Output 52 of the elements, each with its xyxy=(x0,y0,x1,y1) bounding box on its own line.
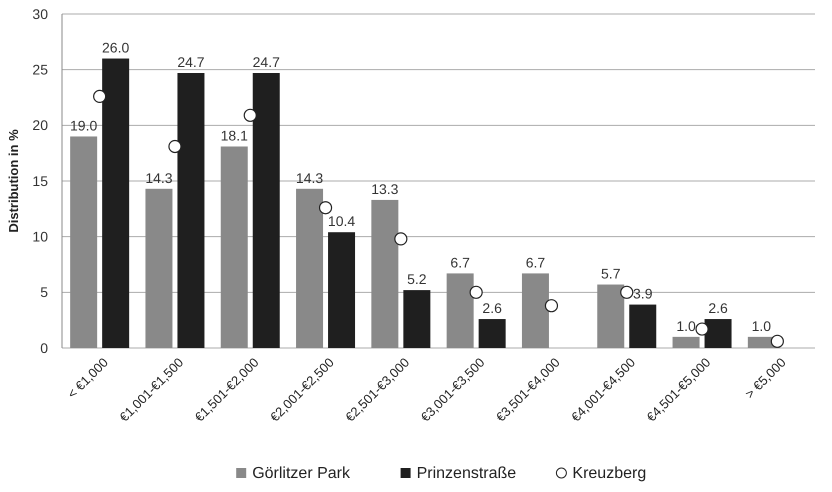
bar xyxy=(371,200,398,348)
bar xyxy=(296,188,324,348)
bar xyxy=(220,146,248,348)
data-label: 10.4 xyxy=(328,213,356,230)
data-label: 2.6 xyxy=(708,300,728,316)
legend-label: Prinzenstraße xyxy=(416,465,516,482)
data-label: 5.2 xyxy=(407,271,427,288)
point xyxy=(470,286,483,299)
legend-label: Kreuzberg xyxy=(572,465,646,482)
point xyxy=(770,334,784,348)
point xyxy=(244,108,257,122)
data-label: 14.3 xyxy=(296,170,324,186)
point xyxy=(168,140,182,154)
bar xyxy=(328,232,356,348)
y-tick-label: 5 xyxy=(40,284,48,300)
legend-label: Görlitzer Park xyxy=(252,465,351,482)
point xyxy=(394,232,408,246)
point xyxy=(93,90,106,103)
bar xyxy=(446,273,474,348)
y-tick-label: 15 xyxy=(32,172,48,189)
y-tick-label: 20 xyxy=(32,117,48,134)
bar xyxy=(478,319,506,348)
y-tick-label: 0 xyxy=(40,340,48,356)
data-label: 19.0 xyxy=(70,117,98,134)
data-label: 13.3 xyxy=(371,180,399,197)
data-label: 1.0 xyxy=(676,318,696,334)
data-label: 2.6 xyxy=(482,300,502,316)
point xyxy=(544,299,558,312)
bar xyxy=(597,284,624,348)
data-label: 24.7 xyxy=(177,54,205,70)
y-tick-label: 10 xyxy=(32,228,48,245)
bar xyxy=(145,188,172,348)
data-label: 18.1 xyxy=(220,127,248,144)
y-tick-label: 30 xyxy=(32,6,48,22)
bar xyxy=(70,136,98,348)
data-label: 3.9 xyxy=(633,286,653,302)
point xyxy=(318,201,332,214)
point xyxy=(620,286,634,299)
data-label: 6.7 xyxy=(526,254,546,270)
data-label: 6.7 xyxy=(450,254,470,270)
data-label: 24.7 xyxy=(252,54,280,70)
y-tick-label: 25 xyxy=(32,62,48,78)
point xyxy=(695,322,709,336)
bar xyxy=(672,336,700,348)
y-axis-title: Distribution in % xyxy=(6,128,21,233)
bar xyxy=(403,290,430,348)
bar xyxy=(522,273,549,348)
bar xyxy=(629,304,656,348)
data-label: 26.0 xyxy=(102,40,130,56)
data-label: 5.7 xyxy=(601,266,621,282)
data-label: 1.0 xyxy=(752,318,772,334)
data-label: 14.3 xyxy=(145,170,173,186)
